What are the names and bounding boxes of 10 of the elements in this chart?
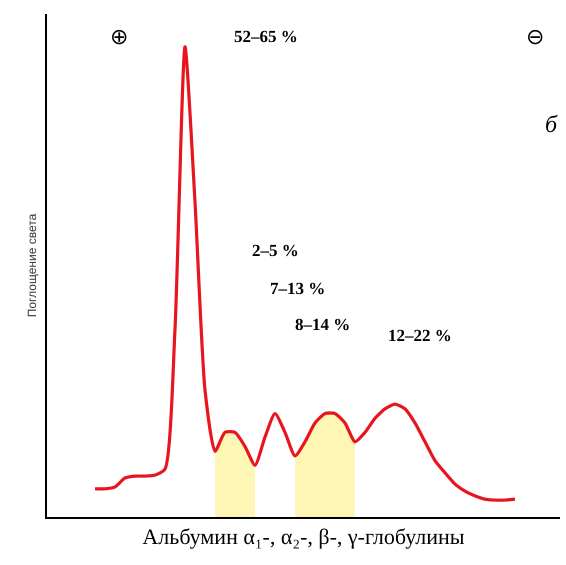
text: 52–65 % [234, 27, 298, 46]
annotation: 7–13 % [270, 279, 326, 298]
annotation: ⊕ [110, 24, 128, 49]
text: ⊖ [526, 24, 544, 49]
annotation: 2–5 % [252, 241, 299, 260]
x-axis-title: Альбумин α₁-, α₂-, β-, γ-глобулины [142, 524, 465, 549]
annotation: 8–14 % [295, 315, 350, 334]
y-axis-title: Поглощение света [24, 213, 39, 318]
text: б [545, 112, 558, 138]
annotation: 12–22 % [388, 326, 452, 345]
